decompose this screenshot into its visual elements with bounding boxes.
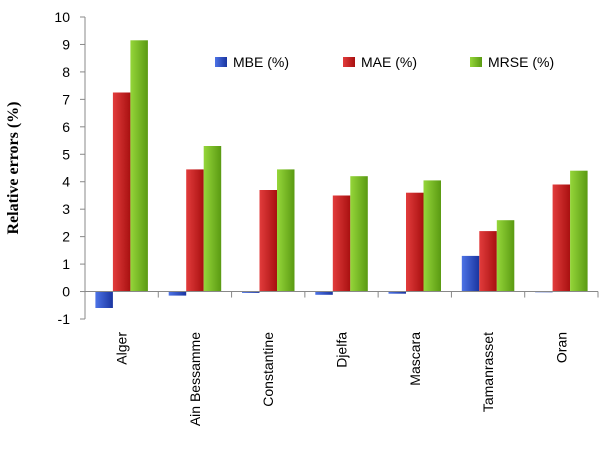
axes — [80, 16, 599, 320]
bar-mae-ain-bessamme — [186, 169, 204, 292]
bar-mbe-mascara — [388, 291, 406, 294]
labels: -1 0 1 2 3 4 5 6 7 8 9 10 Alger Ain Bessamme Constanti… — [5, 9, 569, 426]
y-tick-label: 3 — [62, 201, 70, 217]
bar-mrse-constantine — [277, 169, 295, 292]
y-tick-label: 2 — [62, 229, 70, 245]
bar-mae-djelfa — [332, 195, 351, 292]
y-tick-label: 8 — [62, 64, 70, 80]
x-tick-label: Alger — [114, 332, 130, 365]
bar-mae-tamanrasset — [479, 231, 497, 292]
legend-label: MBE (%) — [233, 54, 289, 70]
legend-swatch — [215, 57, 227, 67]
y-tick-label: 0 — [62, 284, 70, 300]
legend-swatch — [470, 57, 482, 67]
x-tick-label: Constantine — [260, 332, 276, 407]
y-tick-label: 7 — [62, 91, 70, 107]
x-tick-label: Ain Bessamme — [187, 332, 203, 426]
bar-mrse-mascara — [423, 180, 441, 292]
bar-mae-oran — [552, 184, 571, 292]
plot-area — [95, 40, 588, 308]
y-tick-label: 6 — [62, 119, 70, 135]
x-tick-label: Tamanrasset — [480, 332, 496, 412]
bar-mbe-djelfa — [315, 291, 333, 295]
bar-mrse-oran — [570, 170, 588, 292]
legend-swatch — [343, 57, 355, 67]
legend-label: MAE (%) — [361, 54, 417, 70]
x-tick-label: Oran — [553, 332, 569, 363]
legend: MBE (%) MAE (%) MRSE (%) — [215, 54, 554, 70]
y-tick-label: 5 — [62, 146, 70, 162]
bar-mae-mascara — [406, 192, 424, 292]
x-tick-label: Djelfa — [334, 332, 350, 368]
y-tick-label: 1 — [62, 256, 70, 272]
bar-mbe-ain-bessamme — [168, 291, 187, 296]
bar-mbe-alger — [95, 291, 113, 308]
bar-mae-constantine — [259, 190, 277, 292]
bar-mae-alger — [112, 92, 131, 292]
legend-label: MRSE (%) — [488, 54, 554, 70]
y-tick-label: -1 — [58, 311, 71, 327]
bar-mrse-alger — [130, 40, 148, 292]
y-tick-label: 4 — [62, 174, 70, 190]
y-axis-title: Relative errors (%) — [5, 102, 22, 235]
x-tick-label: Mascara — [407, 332, 423, 386]
y-tick-label: 10 — [54, 9, 70, 25]
bar-mbe-tamanrasset — [461, 255, 480, 292]
bar-mrse-tamanrasset — [496, 220, 515, 292]
bar-mrse-djelfa — [350, 176, 368, 292]
bar-mbe-constantine — [242, 291, 260, 293]
y-tick-label: 9 — [62, 36, 70, 52]
bar-mrse-ain-bessamme — [203, 146, 222, 292]
